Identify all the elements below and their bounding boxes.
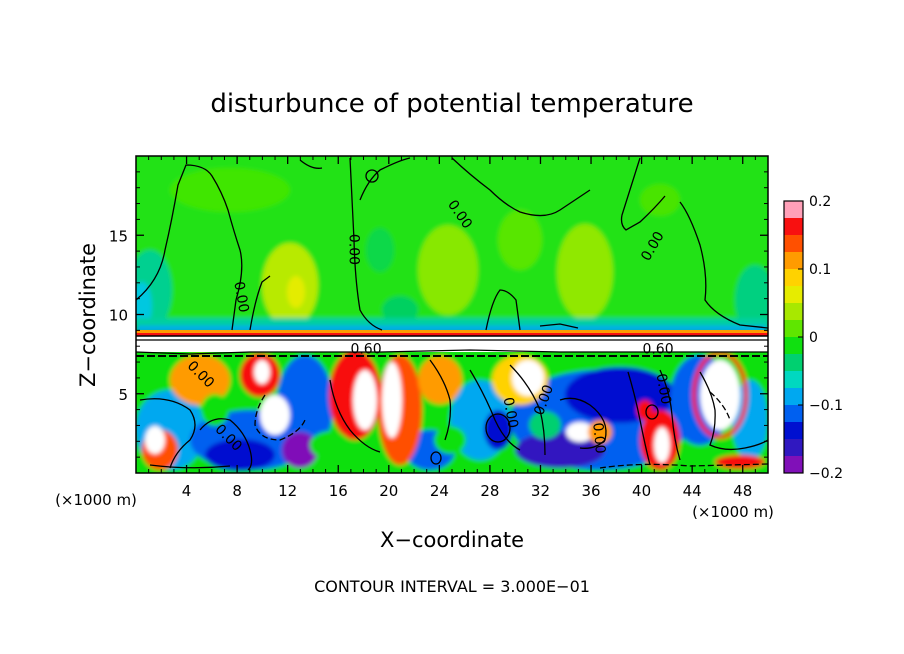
y-axis-label: Z−coordinate bbox=[76, 243, 100, 387]
colorbar-swatch bbox=[784, 371, 803, 389]
x-tick-label: 4 bbox=[182, 482, 192, 500]
plot-area: 0.60 0.600.000.00 0.000.000.000.00 0.000.00… bbox=[136, 156, 768, 473]
x-tick-label: 48 bbox=[733, 482, 752, 500]
x-tick-label: 16 bbox=[329, 482, 348, 500]
x-tick-label: 12 bbox=[278, 482, 297, 500]
x-tick-label: 44 bbox=[683, 482, 702, 500]
y-axis: 5 10 15 bbox=[109, 171, 768, 458]
colorbar-swatch bbox=[784, 337, 803, 355]
colorbar-tick-label: 0 bbox=[809, 330, 818, 346]
x-tick-label: 20 bbox=[379, 482, 398, 500]
colorbar-swatch bbox=[784, 269, 803, 287]
chart-title: disturbunce of potential temperature bbox=[210, 89, 693, 119]
colorbar-swatch bbox=[784, 456, 803, 474]
colorbar-swatch bbox=[784, 218, 803, 236]
colorbar-swatch bbox=[784, 303, 803, 321]
colorbar-swatch bbox=[784, 201, 803, 219]
x-tick-label: 36 bbox=[581, 482, 600, 500]
contour-value-label: 0.60 bbox=[642, 341, 673, 357]
colorbar bbox=[783, 200, 804, 474]
contour-value-label: 0.00 bbox=[345, 234, 361, 265]
colorbar-swatch bbox=[784, 422, 803, 440]
contour-lines bbox=[136, 157, 768, 471]
x-unit-label-right: (×1000 m) bbox=[692, 503, 774, 521]
x-unit-label-left: (×1000 m) bbox=[55, 491, 137, 509]
colorbar-swatch bbox=[784, 252, 803, 270]
contour-value-label: 0.00 bbox=[500, 396, 521, 429]
x-axis-label: X−coordinate bbox=[380, 528, 524, 552]
x-axis: 4 8 12 16 20 24 28 32 36 40 44 48 bbox=[148, 156, 756, 500]
contour-value-label: 0.00 bbox=[589, 422, 608, 454]
contour-value-label: 0.00 bbox=[230, 280, 251, 313]
x-tick-label: 40 bbox=[632, 482, 651, 500]
y-tick-label: 10 bbox=[109, 307, 128, 325]
contour-value-label: 0.60 bbox=[350, 341, 381, 357]
colorbar-swatch bbox=[784, 405, 803, 423]
colorbar-swatch bbox=[784, 286, 803, 304]
colorbar-swatch bbox=[784, 388, 803, 406]
x-tick-label: 28 bbox=[480, 482, 499, 500]
contour-interval-note: CONTOUR INTERVAL = 3.000E−01 bbox=[314, 577, 590, 596]
x-tick-label: 32 bbox=[531, 482, 550, 500]
y-tick-label: 15 bbox=[109, 227, 128, 245]
colorbar-ticks: 0.2 0.1 0 −0.1 −0.2 bbox=[798, 194, 843, 482]
contour-value-label: 0.00 bbox=[653, 372, 674, 405]
colorbar-swatch bbox=[784, 354, 803, 372]
colorbar-swatch bbox=[784, 235, 803, 253]
colorbar-tick-label: 0.2 bbox=[809, 194, 831, 210]
colorbar-tick-label: −0.2 bbox=[809, 466, 843, 482]
colorbar-tick-label: 0.1 bbox=[809, 262, 831, 278]
colorbar-tick-label: −0.1 bbox=[809, 398, 843, 414]
x-tick-label: 8 bbox=[232, 482, 242, 500]
y-tick-label: 5 bbox=[118, 386, 128, 404]
colorbar-swatch bbox=[784, 439, 803, 457]
x-tick-label: 24 bbox=[430, 482, 449, 500]
colorbar-swatch bbox=[784, 320, 803, 338]
